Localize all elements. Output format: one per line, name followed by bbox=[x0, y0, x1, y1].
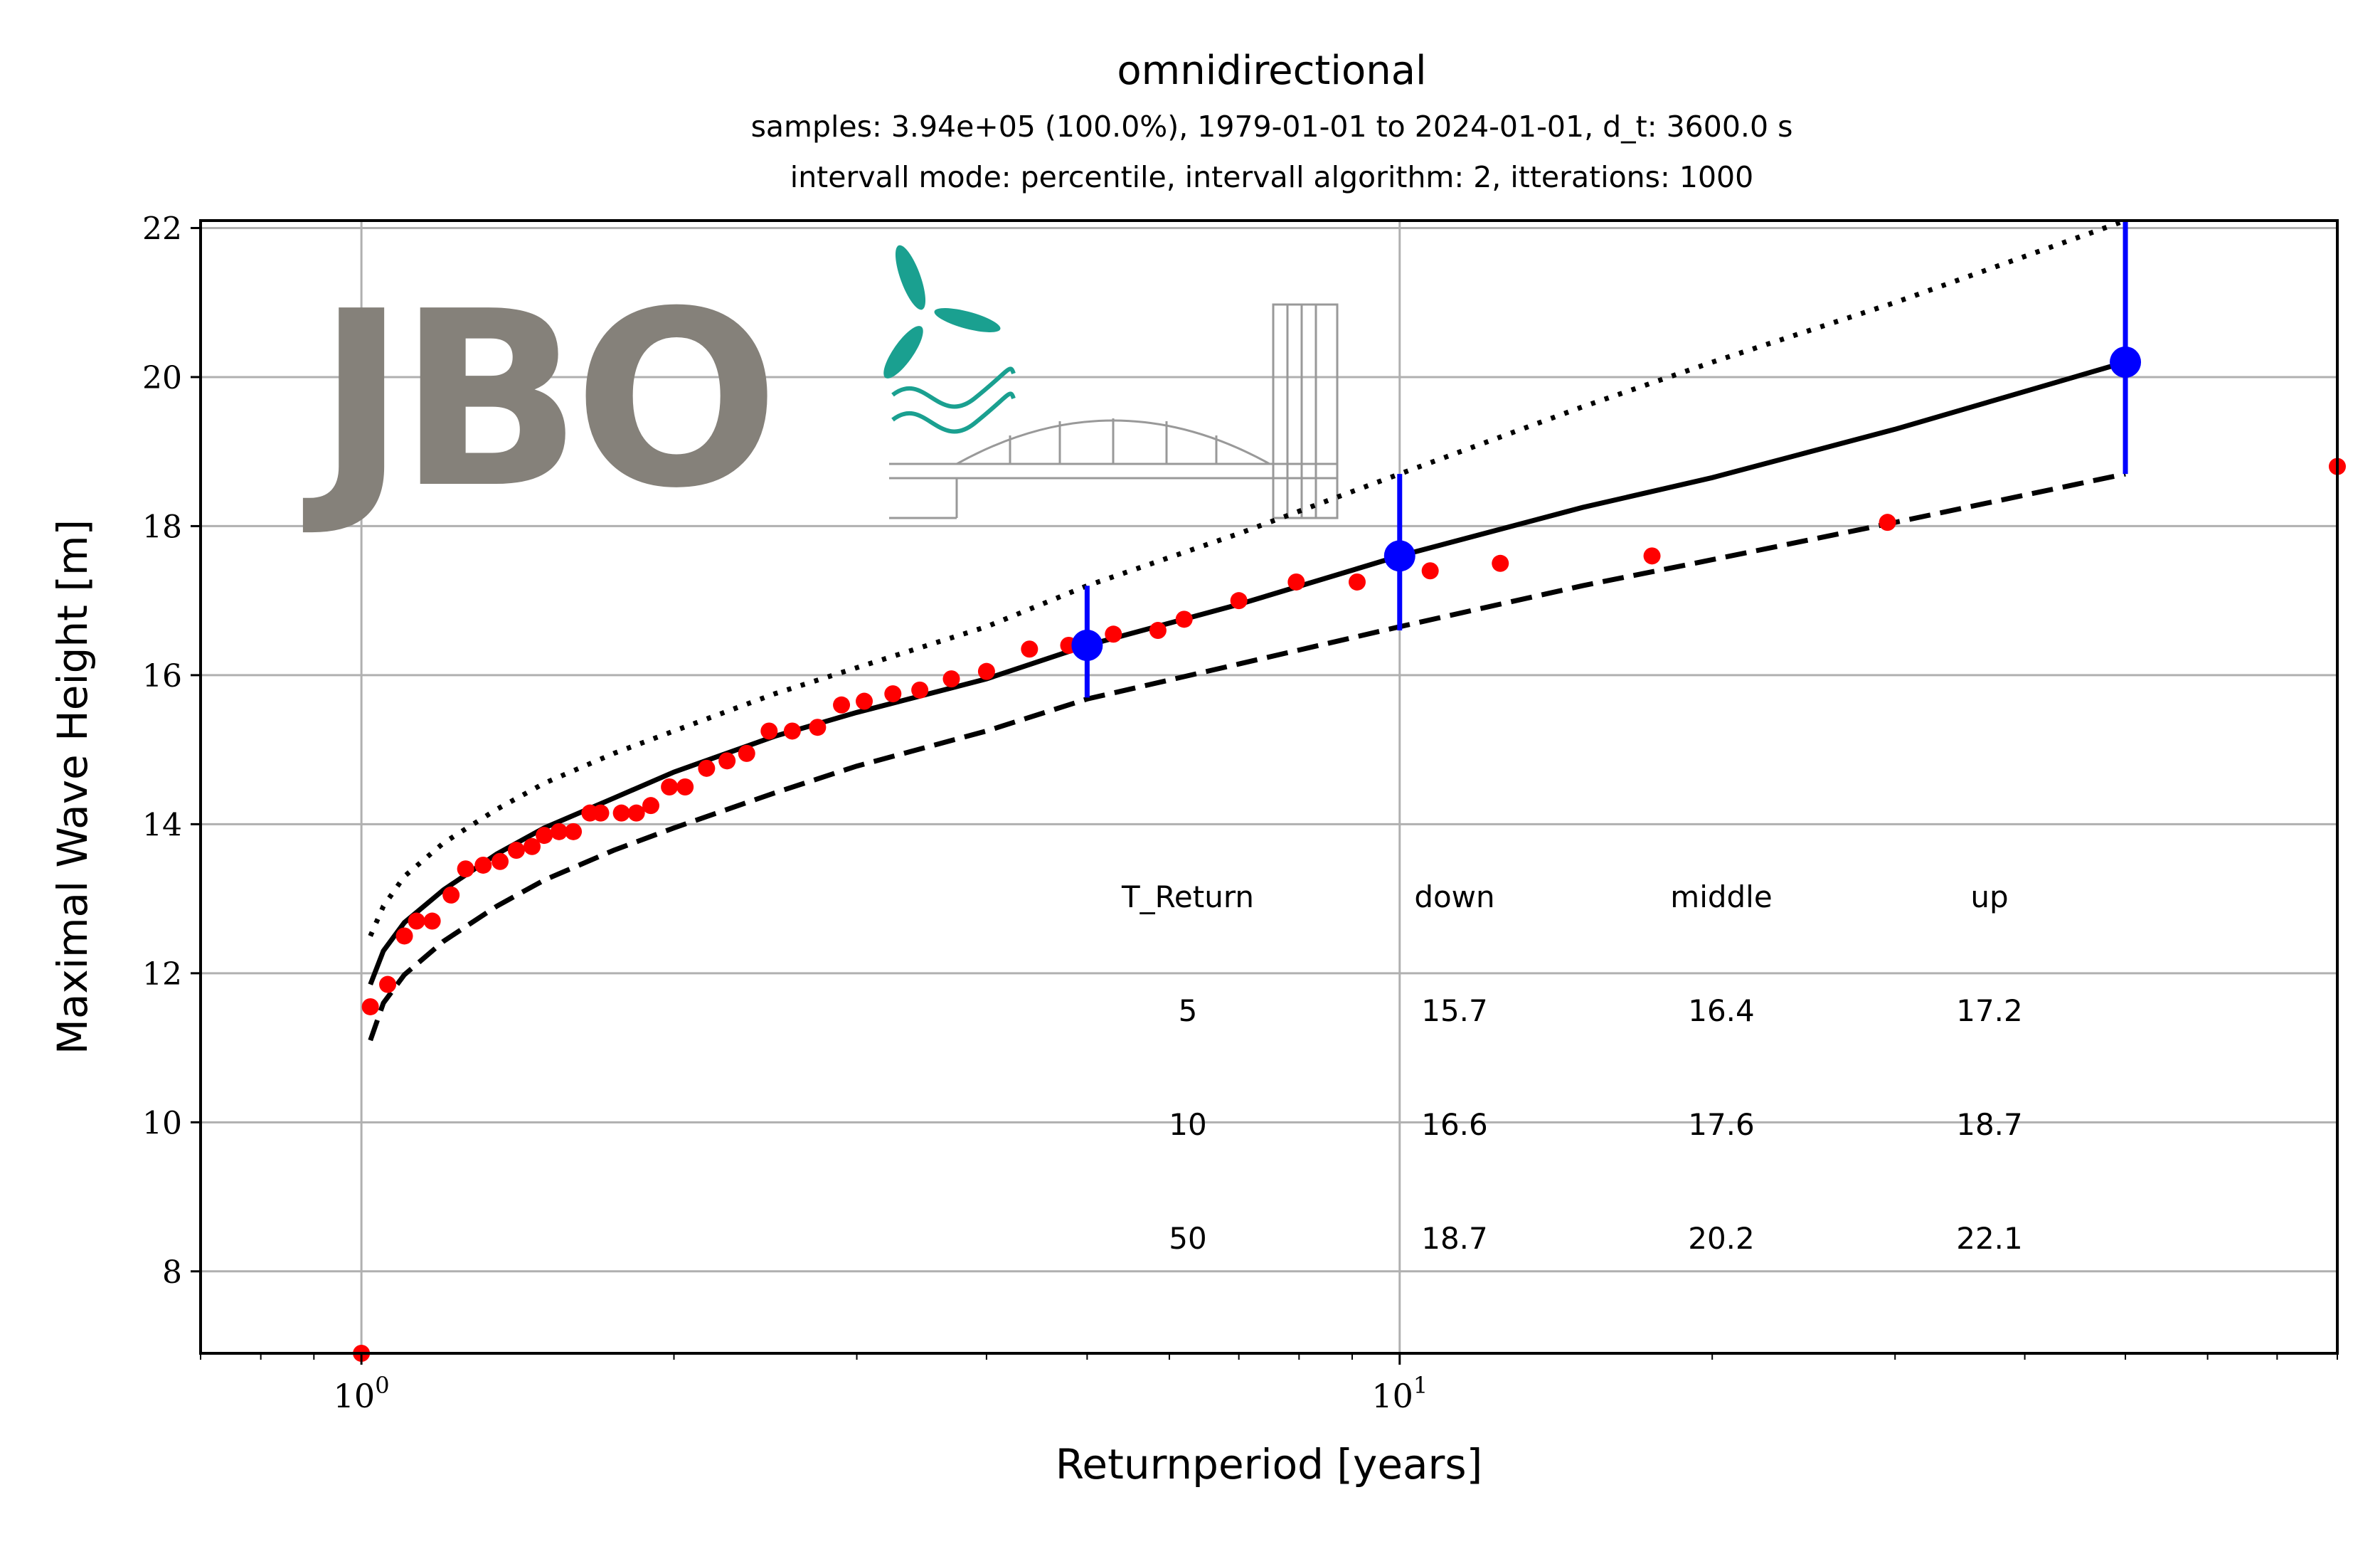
table-cell: 22.1 bbox=[1956, 1221, 2023, 1256]
return-level-point bbox=[2110, 347, 2142, 378]
empirical-point bbox=[1175, 610, 1193, 628]
y-tick-label: 20 bbox=[142, 360, 182, 396]
y-tick-label: 8 bbox=[162, 1254, 182, 1291]
empirical-point bbox=[550, 823, 568, 840]
return-table: T_Return down middle up 5 15.7 16.4 17.2 10 16.6 1… bbox=[1121, 879, 2023, 1256]
y-tick-label: 14 bbox=[142, 807, 182, 843]
empirical-point bbox=[809, 719, 827, 736]
jbo-logo: JBO bbox=[302, 245, 1339, 541]
ticks: 8 10 12 14 16 18 20 22 100 101 bbox=[142, 211, 2338, 1415]
empirical-point bbox=[474, 856, 492, 874]
turbine-icon bbox=[883, 245, 1001, 379]
empirical-point bbox=[856, 692, 873, 710]
empirical-point bbox=[977, 662, 995, 680]
y-tick-label: 12 bbox=[142, 956, 182, 993]
empirical-point bbox=[442, 886, 460, 904]
empirical-point bbox=[379, 975, 397, 993]
table-cell: 18.7 bbox=[1421, 1221, 1488, 1256]
empirical-point bbox=[1021, 640, 1038, 658]
empirical-point bbox=[718, 752, 736, 770]
table-header: middle bbox=[1670, 879, 1772, 914]
return-levels bbox=[1071, 221, 2142, 698]
empirical-point bbox=[1105, 625, 1122, 643]
return-level-point bbox=[1383, 540, 1415, 572]
empirical-point bbox=[627, 804, 645, 822]
empirical-point bbox=[492, 852, 509, 870]
empirical-point bbox=[783, 722, 801, 740]
empirical-point bbox=[1149, 622, 1167, 640]
wave-icon bbox=[891, 366, 1016, 434]
x-tick-label: 101 bbox=[1371, 1372, 1428, 1415]
empirical-point bbox=[1879, 514, 1896, 532]
table-header: down bbox=[1414, 879, 1494, 914]
table-cell: 5 bbox=[1179, 993, 1198, 1028]
empirical-point bbox=[612, 804, 630, 822]
empirical-point bbox=[408, 912, 425, 930]
empirical-point bbox=[661, 778, 679, 795]
y-tick-label: 16 bbox=[142, 658, 182, 694]
empirical-point bbox=[1421, 562, 1439, 580]
empirical-point bbox=[676, 778, 694, 795]
empirical-point bbox=[1230, 592, 1248, 610]
empirical-point bbox=[1348, 573, 1366, 591]
bridge-icon bbox=[889, 303, 1339, 519]
empirical-point bbox=[395, 927, 413, 945]
empirical-point bbox=[536, 827, 553, 845]
table-cell: 15.7 bbox=[1421, 993, 1488, 1028]
empirical-point bbox=[1287, 573, 1305, 591]
table-cell: 50 bbox=[1169, 1221, 1206, 1256]
empirical-point bbox=[884, 685, 902, 703]
empirical-point bbox=[507, 842, 525, 860]
y-tick-label: 18 bbox=[142, 509, 182, 545]
table-cell: 10 bbox=[1169, 1107, 1206, 1142]
empirical-point bbox=[698, 759, 716, 777]
table-cell: 16.4 bbox=[1688, 993, 1755, 1028]
y-axis-label: Maximal Wave Height [m] bbox=[48, 519, 97, 1054]
empirical-point bbox=[760, 722, 778, 740]
table-cell: 17.6 bbox=[1688, 1107, 1755, 1142]
empirical-point bbox=[1643, 547, 1661, 565]
empirical-point bbox=[911, 681, 929, 699]
empirical-point bbox=[565, 823, 583, 840]
empirical-point bbox=[833, 696, 851, 714]
chart-subtitle-2: intervall mode: percentile, intervall al… bbox=[790, 160, 1753, 194]
empirical-point bbox=[423, 912, 441, 930]
table-cell: 16.6 bbox=[1421, 1107, 1488, 1142]
table-header: T_Return bbox=[1121, 879, 1254, 914]
empirical-point bbox=[361, 998, 379, 1015]
empirical-points bbox=[353, 458, 2346, 1362]
table-cell: 20.2 bbox=[1688, 1221, 1755, 1256]
return-level-point bbox=[1071, 630, 1103, 661]
plot-frame bbox=[199, 219, 2339, 1355]
y-tick-label: 10 bbox=[142, 1105, 182, 1141]
chart-title: omnidirectional bbox=[1117, 48, 1426, 94]
table-cell: 17.2 bbox=[1956, 993, 2023, 1028]
chart-subtitle-1: samples: 3.94e+05 (100.0%), 1979-01-01 t… bbox=[751, 110, 1793, 144]
fit-line-dotted bbox=[368, 218, 2127, 937]
empirical-point bbox=[1492, 554, 1509, 572]
empirical-point bbox=[457, 860, 474, 878]
fit-line-dashed bbox=[368, 471, 2126, 1042]
empirical-point bbox=[942, 670, 960, 688]
logo-text: JBO bbox=[302, 260, 771, 541]
table-cell: 18.7 bbox=[1956, 1107, 2023, 1142]
empirical-point bbox=[524, 837, 541, 855]
x-tick-label: 100 bbox=[334, 1372, 390, 1415]
empirical-point bbox=[592, 804, 610, 822]
table-header: up bbox=[1970, 879, 2008, 914]
empirical-point bbox=[642, 797, 659, 815]
empirical-point bbox=[738, 744, 755, 762]
y-tick-label: 22 bbox=[142, 211, 182, 247]
x-axis-label: Returnperiod [years] bbox=[1056, 1440, 1483, 1489]
